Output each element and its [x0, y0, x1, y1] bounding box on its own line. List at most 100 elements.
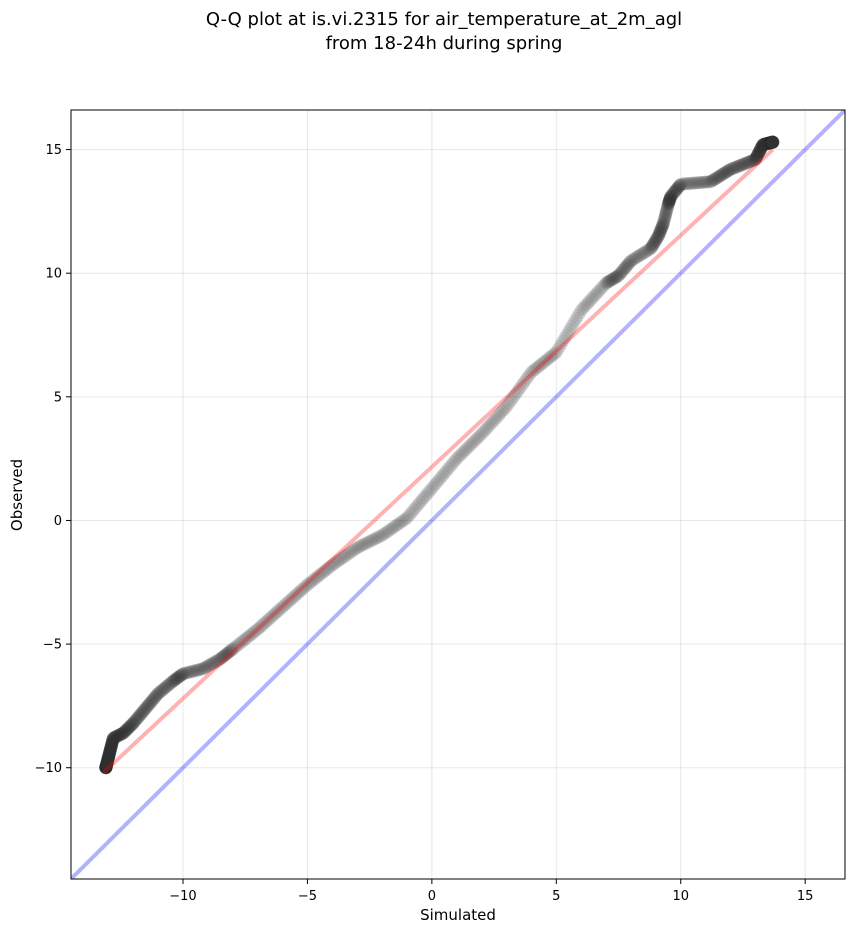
scatter-point [221, 646, 235, 660]
scatter-point [104, 740, 118, 754]
scatter-point [104, 739, 118, 753]
scatter-point [102, 750, 116, 764]
scatter-point [100, 755, 114, 769]
scatter-point [551, 342, 565, 356]
scatter-point [652, 228, 666, 242]
scatter-point [752, 145, 766, 159]
scatter-point [172, 670, 186, 684]
scatter-point [758, 137, 772, 151]
scatter-point [531, 360, 545, 374]
scatter-point [99, 760, 113, 774]
scatter-point [762, 136, 776, 150]
scatter-point [173, 669, 187, 683]
scatter-point [473, 429, 487, 443]
scatter-point [744, 154, 758, 168]
scatter-point [199, 660, 213, 674]
scatter-point [251, 622, 265, 636]
scatter-point [761, 136, 775, 150]
scatter-point [622, 256, 636, 270]
scatter-point [99, 759, 113, 773]
scatter-point [163, 676, 177, 690]
scatter-point [452, 450, 466, 464]
scatter-point [709, 171, 723, 185]
scatter-point [662, 196, 676, 210]
scatter-point [755, 139, 769, 153]
scatter-point [766, 135, 779, 149]
scatter-point [143, 696, 157, 710]
scatter-point [282, 594, 296, 608]
scatter-point [481, 420, 495, 434]
scatter-point [99, 759, 113, 773]
scatter-point [269, 606, 283, 620]
scatter-point [654, 222, 668, 236]
scatter-point [99, 760, 113, 774]
scatter-point [671, 180, 685, 194]
scatter-point [519, 373, 533, 387]
scatter-point [216, 650, 230, 664]
scatter-point [302, 577, 316, 591]
scatter-point [502, 396, 516, 410]
scatter-point [649, 233, 663, 247]
scatter-point [104, 740, 118, 754]
scatter-point [700, 175, 714, 189]
scatter-point [106, 731, 120, 745]
scatter-point [99, 760, 113, 774]
scatter-point [99, 760, 113, 774]
scatter-point [99, 758, 113, 772]
scatter-point [388, 520, 402, 534]
scatter-point [693, 176, 707, 190]
scatter-point [478, 424, 492, 438]
scatter-point [765, 135, 779, 149]
scatter-point [197, 661, 211, 675]
scatter-point [100, 757, 114, 771]
scatter-point [656, 217, 670, 231]
scatter-point [612, 268, 626, 282]
scatter-point [660, 200, 674, 214]
scatter-point [244, 628, 258, 641]
scatter-point [147, 691, 161, 705]
scatter-point [110, 729, 124, 743]
scatter-point [711, 170, 725, 184]
scatter-point [103, 743, 117, 757]
scatter-point [103, 745, 117, 759]
scatter-point [759, 137, 773, 151]
scatter-point [637, 246, 651, 260]
scatter-point [102, 747, 116, 761]
scatter-point [664, 189, 678, 203]
scatter-point [100, 757, 114, 771]
scatter-point [462, 439, 476, 453]
scatter-point [766, 135, 780, 149]
scatter-point [174, 668, 188, 682]
scatter-point [121, 721, 135, 735]
scatter-point [762, 136, 776, 150]
scatter-point [327, 557, 341, 571]
scatter-point [111, 729, 125, 743]
scatter-point [129, 713, 143, 727]
scatter-point [728, 161, 742, 175]
scatter-point [211, 653, 225, 667]
identity-line [71, 110, 845, 879]
scatter-point [761, 136, 775, 150]
scatter-point [170, 671, 184, 685]
scatter-point [102, 747, 116, 761]
scatter-point [175, 667, 189, 681]
scatter-point [100, 758, 113, 772]
scatter-point [102, 750, 116, 764]
scatter-point [664, 190, 678, 204]
scatter-point [102, 747, 116, 761]
scatter-point [114, 727, 128, 741]
scatter-point [309, 571, 323, 585]
scatter-point [696, 175, 710, 189]
scatter-point [100, 758, 114, 772]
scatter-point [663, 193, 677, 207]
scatter-point [102, 747, 116, 761]
scatter-point [107, 731, 121, 745]
scatter-point [314, 567, 328, 581]
scatter-point [538, 355, 552, 369]
scatter-point [138, 702, 152, 716]
scatter-point [488, 412, 502, 426]
scatter-point [734, 158, 748, 172]
scatter-point [236, 634, 250, 648]
scatter-point [616, 263, 630, 277]
scatter-point [160, 679, 174, 693]
